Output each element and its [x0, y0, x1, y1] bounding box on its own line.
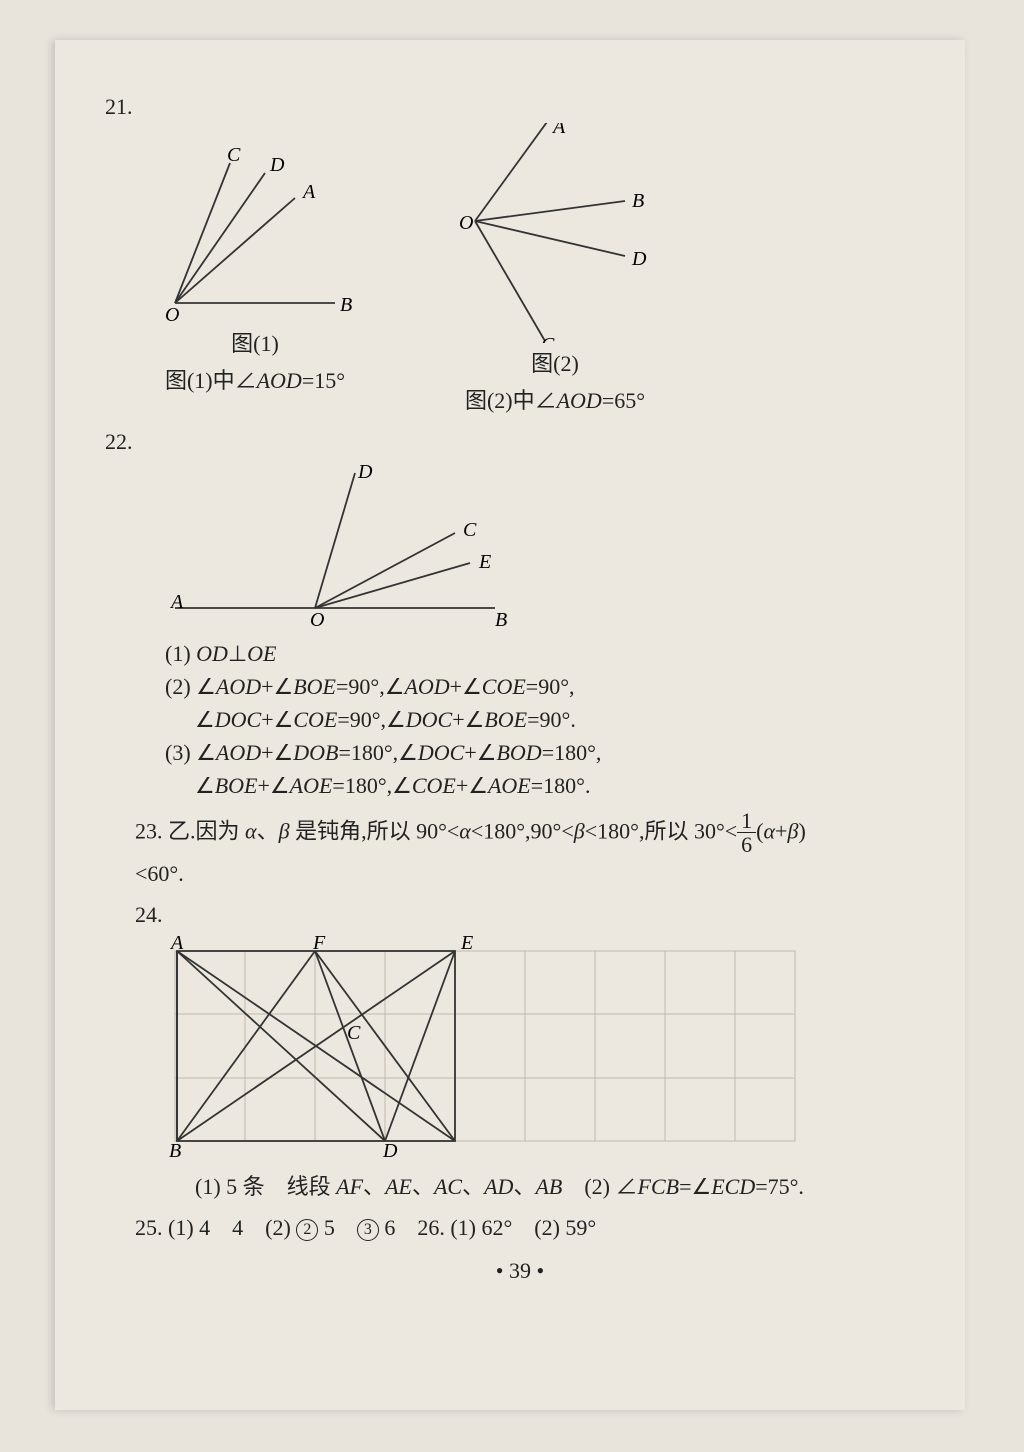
figure-2-caption: 图(2)中∠AOD=65°: [465, 384, 645, 417]
figure-1-label: 图(1): [231, 327, 279, 360]
problem-25-26: 25. (1) 4 4 (2) 2 5 3 6 26. (1) 62° (2) …: [135, 1211, 935, 1244]
svg-text:B: B: [632, 190, 644, 212]
figure-1-svg: O C D A B: [145, 123, 365, 323]
p23-cont: <60°.: [135, 857, 935, 890]
p22-line-5: ∠BOE+∠AOE=180°,∠COE+∠AOE=180°.: [195, 769, 935, 802]
figure-22-wrap: A O B D C E: [165, 458, 935, 637]
figure-row: O C D A B 图(1) 图(1)中∠AOD=15° O A B D: [145, 123, 935, 417]
problem-number: 21.: [105, 94, 133, 119]
svg-text:A: A: [551, 123, 566, 138]
figure-2-label: 图(2): [531, 347, 579, 380]
problem-number: 22.: [105, 429, 133, 454]
p24-line-1: (1) 5 条 线段 AF、AE、AC、AD、AB (2) ∠FCB=∠ECD=…: [195, 1170, 935, 1203]
svg-text:E: E: [478, 551, 491, 573]
svg-text:O: O: [165, 304, 179, 323]
figure-24-wrap: A F E C B D: [135, 931, 935, 1170]
problem-21: 21. O C D A B 图(1) 图(1)中∠AOD=15°: [105, 90, 935, 417]
svg-text:B: B: [340, 294, 352, 316]
fraction: 16: [737, 810, 756, 857]
svg-text:D: D: [631, 248, 647, 270]
figure-2-column: O A B D C 图(2) 图(2)中∠AOD=65°: [425, 123, 685, 417]
svg-text:A: A: [169, 591, 184, 613]
problem-22: 22. A O B D C E (1) OD⊥OE (2) ∠AOD+∠BOE=…: [105, 425, 935, 802]
content-area: 21. O C D A B 图(1) 图(1)中∠AOD=15°: [55, 40, 965, 1307]
svg-text:C: C: [347, 1022, 361, 1044]
problem-number: 24.: [135, 902, 163, 927]
figure-1-caption: 图(1)中∠AOD=15°: [165, 364, 345, 397]
svg-text:D: D: [357, 461, 373, 483]
problem-24: 24.: [135, 898, 935, 1203]
svg-text:E: E: [460, 932, 473, 954]
figure-2-svg: O A B D C: [425, 123, 685, 343]
p22-line-1: (1) OD⊥OE: [165, 637, 935, 670]
svg-text:D: D: [382, 1140, 398, 1161]
circled-2: 2: [296, 1219, 318, 1241]
svg-text:C: C: [463, 519, 477, 541]
figure-1-column: O C D A B 图(1) 图(1)中∠AOD=15°: [145, 123, 365, 417]
svg-text:B: B: [495, 609, 507, 628]
page-number: • 39 •: [105, 1254, 935, 1287]
svg-text:A: A: [169, 932, 184, 954]
svg-text:O: O: [310, 609, 324, 628]
circled-3: 3: [357, 1219, 379, 1241]
svg-text:D: D: [269, 154, 285, 176]
page: 21. O C D A B 图(1) 图(1)中∠AOD=15°: [55, 40, 965, 1410]
p22-line-4: (3) ∠AOD+∠DOB=180°,∠DOC+∠BOD=180°,: [165, 736, 935, 769]
problem-23: 23. 乙.因为 α、β 是钝角,所以 90°<α<180°,90°<β<180…: [135, 810, 935, 890]
figure-24-svg: A F E C B D: [135, 931, 815, 1161]
problem-number: 23.: [135, 819, 168, 844]
svg-text:B: B: [169, 1140, 181, 1161]
svg-text:F: F: [312, 932, 326, 954]
svg-text:C: C: [541, 334, 555, 343]
figure-22-svg: A O B D C E: [165, 458, 525, 628]
svg-text:C: C: [227, 144, 241, 166]
svg-text:A: A: [301, 181, 316, 203]
p22-line-2: (2) ∠AOD+∠BOE=90°,∠AOD+∠COE=90°,: [165, 670, 935, 703]
svg-text:O: O: [459, 212, 473, 234]
p22-line-3: ∠DOC+∠COE=90°,∠DOC+∠BOE=90°.: [195, 703, 935, 736]
